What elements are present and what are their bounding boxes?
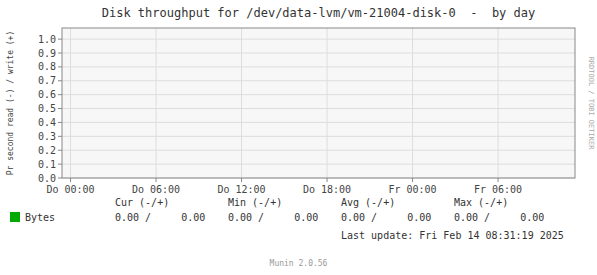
tick-mark <box>58 39 62 40</box>
stats-header: Cur (-/+) <box>115 197 169 208</box>
tick-label: 0.5 <box>38 103 56 114</box>
chart-container: 0.00.10.20.30.40.50.60.70.80.91.0Do 00:0… <box>0 0 597 275</box>
tick-mark <box>58 136 62 137</box>
grid-line <box>498 28 499 178</box>
tick-label: 1.0 <box>38 34 56 45</box>
stats-value: 0.00 / 0.00 <box>454 212 544 223</box>
grid-line <box>327 28 328 178</box>
tick-label: 0.9 <box>38 48 56 59</box>
tick-label: Do 00:00 <box>46 184 94 195</box>
tick-mark <box>58 66 62 67</box>
stats-header: Max (-/+) <box>454 197 508 208</box>
tick-mark <box>412 178 413 182</box>
last-update: Last update: Fri Feb 14 08:31:19 2025 <box>341 230 564 241</box>
tick-label: 0.7 <box>38 75 56 86</box>
tick-mark <box>58 122 62 123</box>
version: Munin 2.0.56 <box>270 259 328 268</box>
tick-mark <box>156 178 157 182</box>
tick-mark <box>58 53 62 54</box>
tick-label: 0.6 <box>38 89 56 100</box>
tick-label: 0.2 <box>38 145 56 156</box>
legend-swatch <box>10 212 20 222</box>
grid-line <box>70 28 71 178</box>
tick-mark <box>241 178 242 182</box>
tick-mark <box>70 178 71 182</box>
tick-label: Fr 00:00 <box>388 184 436 195</box>
plot-area <box>62 28 575 178</box>
x-axis: Do 00:00 Do 06:00 Do 12:00 Do 18:00 Fr 00:00… <box>46 28 522 195</box>
plot-frame <box>62 28 575 178</box>
stats-value: 0.00 / 0.00 <box>115 212 205 223</box>
watermark: RRDTOOL / TOBI OETIKER <box>587 57 595 151</box>
tick-label: 0.3 <box>38 131 56 142</box>
tick-mark <box>58 94 62 95</box>
axis-label: Pr second read (-) / write (+) <box>6 31 15 176</box>
tick-mark <box>58 164 62 165</box>
legend-entry: Bytes <box>25 212 55 223</box>
y-axis: 0.0 0.1 0.2 0.3 0.4 0.5 0.6 0.7 0.8 0.9 1.0 <box>38 34 575 184</box>
grid-line <box>156 28 157 178</box>
legend: Bytes <box>10 212 55 223</box>
tick-label: Do 18:00 <box>303 184 351 195</box>
annotations: Cur (-/+) 0.00 / 0.00 Min (-/+) 0.00 / 0.00… <box>115 57 595 268</box>
tick-mark <box>58 150 62 151</box>
tick-mark <box>58 178 62 179</box>
stats-header: Min (-/+) <box>228 197 282 208</box>
tick-label: Fr 06:00 <box>474 184 522 195</box>
tick-mark <box>327 178 328 182</box>
stats-value: 0.00 / 0.00 <box>228 212 318 223</box>
tick-label: Do 06:00 <box>132 184 180 195</box>
title: Disk throughput for /dev/data-lvm/vm-210… <box>102 6 535 20</box>
chart: 0.00.10.20.30.40.50.60.70.80.91.0Do 00:0… <box>0 0 597 275</box>
tick-label: Do 12:00 <box>217 184 265 195</box>
tick-label: 0.8 <box>38 61 56 72</box>
tick-mark <box>58 80 62 81</box>
grid-line <box>412 28 413 178</box>
tick-label: 0.0 <box>38 173 56 184</box>
tick-mark <box>498 178 499 182</box>
tick-mark <box>58 108 62 109</box>
tick-label: 0.4 <box>38 117 56 128</box>
tick-label: 0.1 <box>38 159 56 170</box>
stats-header: Avg (-/+) <box>341 197 395 208</box>
stats-value: 0.00 / 0.00 <box>341 212 431 223</box>
grid-line <box>241 28 242 178</box>
